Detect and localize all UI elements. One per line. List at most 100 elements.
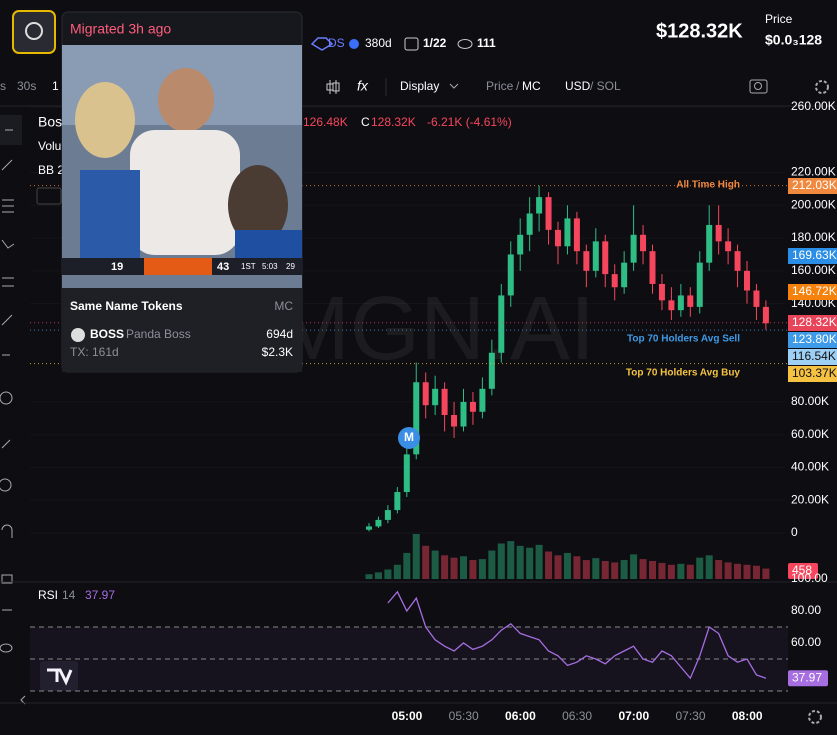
score: 43 <box>217 261 229 273</box>
image-person <box>228 165 288 245</box>
x-tick-label: 05:00 <box>392 709 423 723</box>
x-tick-label: 07:00 <box>618 709 649 723</box>
volume-bar <box>460 556 467 579</box>
age-icon <box>349 39 359 49</box>
popup-title: Migrated 3h ago <box>70 21 171 37</box>
x-tick-label: 06:30 <box>562 709 592 723</box>
slash: / <box>516 79 520 93</box>
axis-settings[interactable] <box>808 710 822 724</box>
tool-emoji[interactable] <box>0 391 13 405</box>
x-tick-label: 07:30 <box>675 709 705 723</box>
chain-icon <box>310 37 334 51</box>
tool-zoom[interactable] <box>0 478 12 492</box>
camera-icon[interactable] <box>749 79 768 94</box>
indicators-icon[interactable]: fx <box>357 78 369 94</box>
legend-symbol: Bos <box>38 114 62 130</box>
candle-body <box>479 388 486 412</box>
candle-body <box>744 270 750 291</box>
y-tick-label: 20.00K <box>791 492 829 506</box>
volume-bar <box>649 561 656 579</box>
candle-body <box>602 241 609 275</box>
tool-magnet[interactable] <box>1 524 13 538</box>
volume-label-bg <box>788 563 818 579</box>
y-tick-label: 80.00K <box>791 394 829 408</box>
section-column: MC <box>274 299 293 313</box>
candle-body <box>668 300 675 311</box>
volume-bar <box>630 554 638 579</box>
price-label: Price <box>765 12 793 26</box>
price-toggle[interactable]: Price <box>486 79 514 93</box>
tool-brush[interactable] <box>1 314 13 326</box>
token-name[interactable]: Panda Boss <box>126 327 191 341</box>
level-label: 128.32K <box>792 315 837 329</box>
candle-body <box>451 415 458 427</box>
settings-icon[interactable] <box>815 80 829 94</box>
views-icon <box>457 39 473 49</box>
level-label-bg <box>788 284 837 300</box>
sol-toggle[interactable]: / SOL <box>590 79 621 93</box>
token-icon[interactable] <box>12 10 56 54</box>
candle-body <box>507 254 514 296</box>
y-tick-label: 0 <box>791 525 798 539</box>
tool-measure[interactable] <box>2 277 14 287</box>
display-button[interactable]: Display <box>400 79 439 93</box>
volume-bar <box>592 558 600 579</box>
usd-toggle[interactable]: USD <box>565 79 591 93</box>
volume-bar <box>384 569 392 579</box>
token-avatar[interactable] <box>71 328 85 342</box>
level-label: 169.63K <box>792 248 837 262</box>
y-tick-label: 220.00K <box>791 165 836 179</box>
candle-body <box>696 262 703 307</box>
volume-label: 458 <box>792 563 812 577</box>
volume-bar <box>677 563 685 579</box>
volume-bar <box>705 555 713 579</box>
candle-body <box>658 283 665 301</box>
token-symbol[interactable]: BOSS <box>90 327 124 341</box>
tool-line[interactable] <box>1 159 13 171</box>
rsi-current-legend: 37.97 <box>85 588 115 602</box>
volume-bar <box>497 543 505 579</box>
token-icon-glyph <box>25 22 43 40</box>
tool-pattern[interactable] <box>1 239 15 249</box>
chain: DS <box>328 36 345 50</box>
level-label: 146.72K <box>792 284 837 298</box>
legend-toggle[interactable] <box>36 187 62 205</box>
section-title: Same Name Tokens <box>70 299 183 313</box>
volume-bar <box>412 534 420 579</box>
volume-bar <box>554 555 562 579</box>
candle-body <box>649 251 656 284</box>
rsi-current-bg <box>788 670 828 687</box>
migration-marker[interactable] <box>398 427 420 449</box>
candle-body <box>592 241 599 271</box>
interval[interactable]: s <box>0 79 6 93</box>
popup: Migrated 3h ago 19 43 1ST 5:03 29 Same N… <box>61 11 303 373</box>
level-label-bg <box>788 178 837 194</box>
shot-clock: 29 <box>286 262 295 271</box>
tool-lock[interactable] <box>1 574 13 584</box>
tool-ruler[interactable] <box>1 439 11 449</box>
interval[interactable]: 1 <box>52 79 59 93</box>
candle-body <box>432 388 439 406</box>
mc-toggle[interactable]: MC <box>522 79 541 93</box>
volume-bar <box>422 545 430 579</box>
tv-logo <box>47 668 73 686</box>
image-person <box>158 68 214 132</box>
candle-body <box>460 401 467 427</box>
volume-bar <box>762 568 770 579</box>
y-tick-label: 260.00K <box>791 99 836 113</box>
level-name: Top 70 Holders Avg Sell <box>627 334 740 345</box>
ohlc-change: -6.21K (-4.61%) <box>427 115 512 129</box>
interval[interactable]: 30s <box>17 79 36 93</box>
token-tx: TX: 161d <box>70 345 119 359</box>
candle-body <box>422 382 429 406</box>
volume-bar <box>374 572 382 579</box>
ohlc-close: 128.32K <box>371 115 416 129</box>
tool-fib[interactable] <box>2 199 14 213</box>
drawing-tools <box>0 115 26 705</box>
candle-type-icon[interactable] <box>326 80 340 94</box>
volume-bar <box>450 557 458 579</box>
tool-eye[interactable] <box>0 643 13 653</box>
candle-body <box>403 454 410 493</box>
